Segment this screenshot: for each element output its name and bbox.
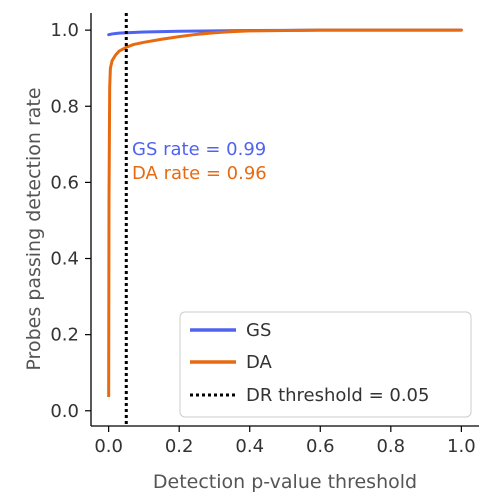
x-tick-label: 0.0	[94, 436, 123, 457]
x-axis-label: Detection p-value threshold	[153, 471, 417, 493]
y-tick-label: 0.4	[50, 249, 79, 270]
legend-label-gs: GS	[246, 320, 271, 341]
x-ticks: 0.0 0.2 0.4 0.6 0.8 1.0	[94, 426, 476, 457]
x-tick-label: 0.2	[165, 436, 194, 457]
legend-frame	[179, 311, 472, 418]
y-axis-label: Probes passing detection rate	[23, 87, 45, 370]
y-tick-label: 0.2	[50, 325, 79, 346]
y-tick-label: 0.0	[50, 401, 79, 422]
y-tick-label: 0.6	[50, 172, 79, 193]
legend: GS DA DR threshold = 0.05	[179, 311, 472, 418]
legend-label-da: DA	[246, 352, 273, 373]
x-tick-label: 0.4	[235, 436, 264, 457]
x-tick-label: 0.8	[376, 436, 405, 457]
x-tick-label: 0.6	[306, 436, 335, 457]
y-tick-label: 1.0	[50, 20, 79, 41]
plot-area	[107, 28, 463, 397]
da-rate-annotation: DA rate = 0.96	[132, 163, 267, 184]
y-ticks: 0.0 0.2 0.4 0.6 0.8 1.0	[50, 20, 91, 422]
series-line-da	[107, 28, 463, 397]
gs-rate-annotation: GS rate = 0.99	[132, 139, 266, 160]
legend-label-threshold: DR threshold = 0.05	[246, 385, 429, 406]
y-tick-label: 0.8	[50, 96, 79, 117]
x-tick-label: 1.0	[447, 436, 476, 457]
